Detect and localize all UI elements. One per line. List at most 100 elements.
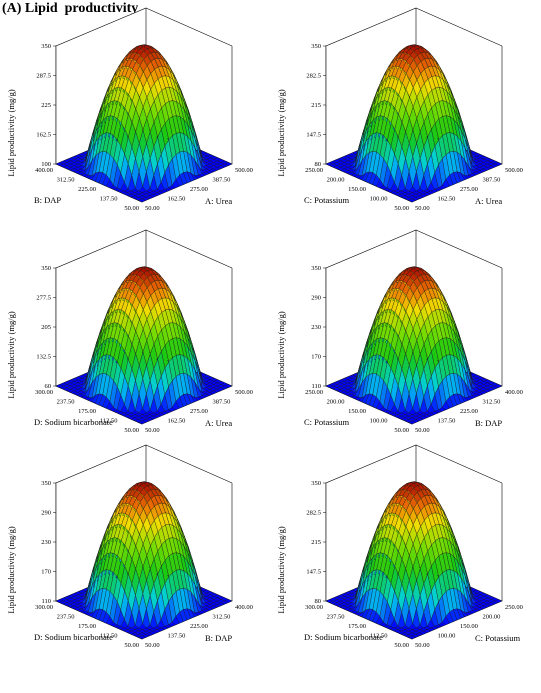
x-axis-label: B: DAP — [205, 633, 232, 643]
x-tick-label: 275.00 — [190, 186, 208, 193]
x-tick-label: 500.00 — [235, 389, 253, 396]
x-tick-label: 275.00 — [190, 408, 208, 415]
z-tick-label: 350 — [311, 43, 321, 50]
x-tick-label: 250.00 — [505, 604, 523, 611]
y-tick-label: 50.00 — [394, 427, 409, 434]
y-tick-label: 100.00 — [370, 418, 388, 425]
y-tick-label: 50.00 — [124, 205, 139, 212]
y-tick-label: 50.00 — [124, 642, 139, 649]
figure-title: (A) Lipid productivity — [2, 1, 139, 16]
x-tick-label: 150.00 — [460, 623, 478, 630]
y-tick-label: 200.00 — [327, 399, 345, 406]
z-tick-label: 230 — [41, 539, 51, 546]
x-axis-label: A: Urea — [205, 418, 232, 428]
x-tick-label: 50.00 — [145, 427, 160, 434]
z-tick-label: 60 — [45, 383, 52, 390]
z-axis-label: Lipid productivity (mg/g) — [6, 526, 16, 614]
y-tick-label: 175.00 — [348, 623, 366, 630]
x-tick-label: 137.50 — [438, 418, 456, 425]
response-surface — [325, 266, 503, 425]
top-edge — [415, 229, 503, 269]
response-surface — [55, 266, 233, 425]
surface-cell — [224, 384, 233, 388]
z-axis-label: Lipid productivity (mg/g) — [276, 311, 286, 399]
y-axis-label: D: Sodium bicarbonate — [304, 632, 383, 642]
y-tick-label: 137.50 — [100, 196, 118, 203]
y-tick-label: 250.00 — [305, 167, 323, 174]
x-tick-label: 400.00 — [235, 604, 253, 611]
z-tick-label: 350 — [41, 480, 51, 487]
y-tick-label: 150.00 — [348, 408, 366, 415]
z-tick-label: 230 — [311, 324, 321, 331]
x-tick-label: 387.50 — [213, 399, 231, 406]
y-tick-label: 237.50 — [57, 399, 75, 406]
y-axis-label: D: Sodium bicarbonate — [34, 632, 113, 642]
z-tick-label: 80 — [315, 161, 322, 168]
y-tick-label: 175.00 — [78, 623, 96, 630]
surface-cell — [494, 599, 503, 603]
x-tick-label: 50.00 — [415, 642, 430, 649]
x-axis-label: C: Potassium — [475, 633, 520, 643]
x-tick-label: 50.00 — [415, 205, 430, 212]
y-tick-label: 50.00 — [394, 642, 409, 649]
y-tick-label: 50.00 — [124, 427, 139, 434]
z-tick-label: 147.5 — [306, 132, 321, 139]
x-tick-label: 400.00 — [505, 389, 523, 396]
surface-plot-1: 100 162.5 225 287.5 350 Lipid productivity (m… — [0, 7, 270, 256]
y-tick-label: 112.50 — [370, 633, 388, 640]
x-tick-label: 225.00 — [460, 408, 478, 415]
z-tick-label: 290 — [41, 510, 51, 517]
response-surface — [325, 481, 503, 640]
y-tick-label: 50.00 — [394, 205, 409, 212]
y-axis-label: D: Sodium bicarbonate — [34, 417, 113, 427]
z-tick-label: 282.5 — [306, 73, 321, 80]
z-tick-label: 215 — [311, 539, 321, 546]
y-tick-label: 175.00 — [78, 408, 96, 415]
surface-plot-3: 60 132.5 205 277.5 350 Lipid productivity (mg… — [0, 229, 270, 478]
y-tick-label: 250.00 — [305, 389, 323, 396]
x-tick-label: 162.50 — [168, 418, 186, 425]
z-tick-label: 110 — [41, 598, 51, 605]
y-tick-label: 400.00 — [35, 167, 53, 174]
y-axis-label: C: Potassium — [304, 417, 349, 427]
response-surface — [325, 44, 503, 203]
y-tick-label: 237.50 — [327, 614, 345, 621]
x-tick-label: 162.50 — [438, 196, 456, 203]
top-edge — [415, 7, 503, 47]
response-surface — [55, 481, 233, 640]
z-tick-label: 290 — [311, 295, 321, 302]
x-tick-label: 50.00 — [415, 427, 430, 434]
y-tick-label: 112.50 — [100, 418, 118, 425]
z-axis-label: Lipid productivity (mg/g) — [6, 311, 16, 399]
z-tick-label: 350 — [41, 43, 51, 50]
y-tick-label: 200.00 — [327, 177, 345, 184]
z-axis-label: Lipid productivity (mg/g) — [6, 89, 16, 177]
surface-plot-5: 110 170 230 290 350 Lipid productivity (mg/g)… — [0, 444, 270, 693]
x-tick-label: 500.00 — [505, 167, 523, 174]
surface-plot-2: 80 147.5 215 282.5 350 Lipid productivity (mg… — [270, 7, 540, 256]
y-tick-label: 150.00 — [348, 186, 366, 193]
surface-cell — [494, 162, 503, 166]
x-tick-label: 275.00 — [460, 186, 478, 193]
response-surface — [55, 44, 233, 203]
top-edge — [145, 7, 233, 47]
z-tick-label: 170 — [41, 569, 51, 576]
x-axis-label: B: DAP — [475, 418, 502, 428]
x-tick-label: 50.00 — [145, 642, 160, 649]
y-tick-label: 100.00 — [370, 196, 388, 203]
z-tick-label: 287.5 — [36, 73, 51, 80]
y-tick-label: 300.00 — [35, 604, 53, 611]
x-tick-label: 312.50 — [483, 399, 501, 406]
z-axis-label: Lipid productivity (mg/g) — [276, 89, 286, 177]
y-tick-label: 300.00 — [305, 604, 323, 611]
surface-plot-6: 80 147.5 215 282.5 350 Lipid productivity (mg… — [270, 444, 540, 693]
x-tick-label: 50.00 — [145, 205, 160, 212]
y-tick-label: 300.00 — [35, 389, 53, 396]
z-tick-label: 282.5 — [306, 510, 321, 517]
y-axis-label: B: DAP — [34, 195, 61, 205]
x-tick-label: 100.00 — [438, 633, 456, 640]
z-tick-label: 277.5 — [36, 295, 51, 302]
z-tick-label: 350 — [41, 265, 51, 272]
x-tick-label: 312.50 — [213, 614, 231, 621]
x-tick-label: 200.00 — [483, 614, 501, 621]
